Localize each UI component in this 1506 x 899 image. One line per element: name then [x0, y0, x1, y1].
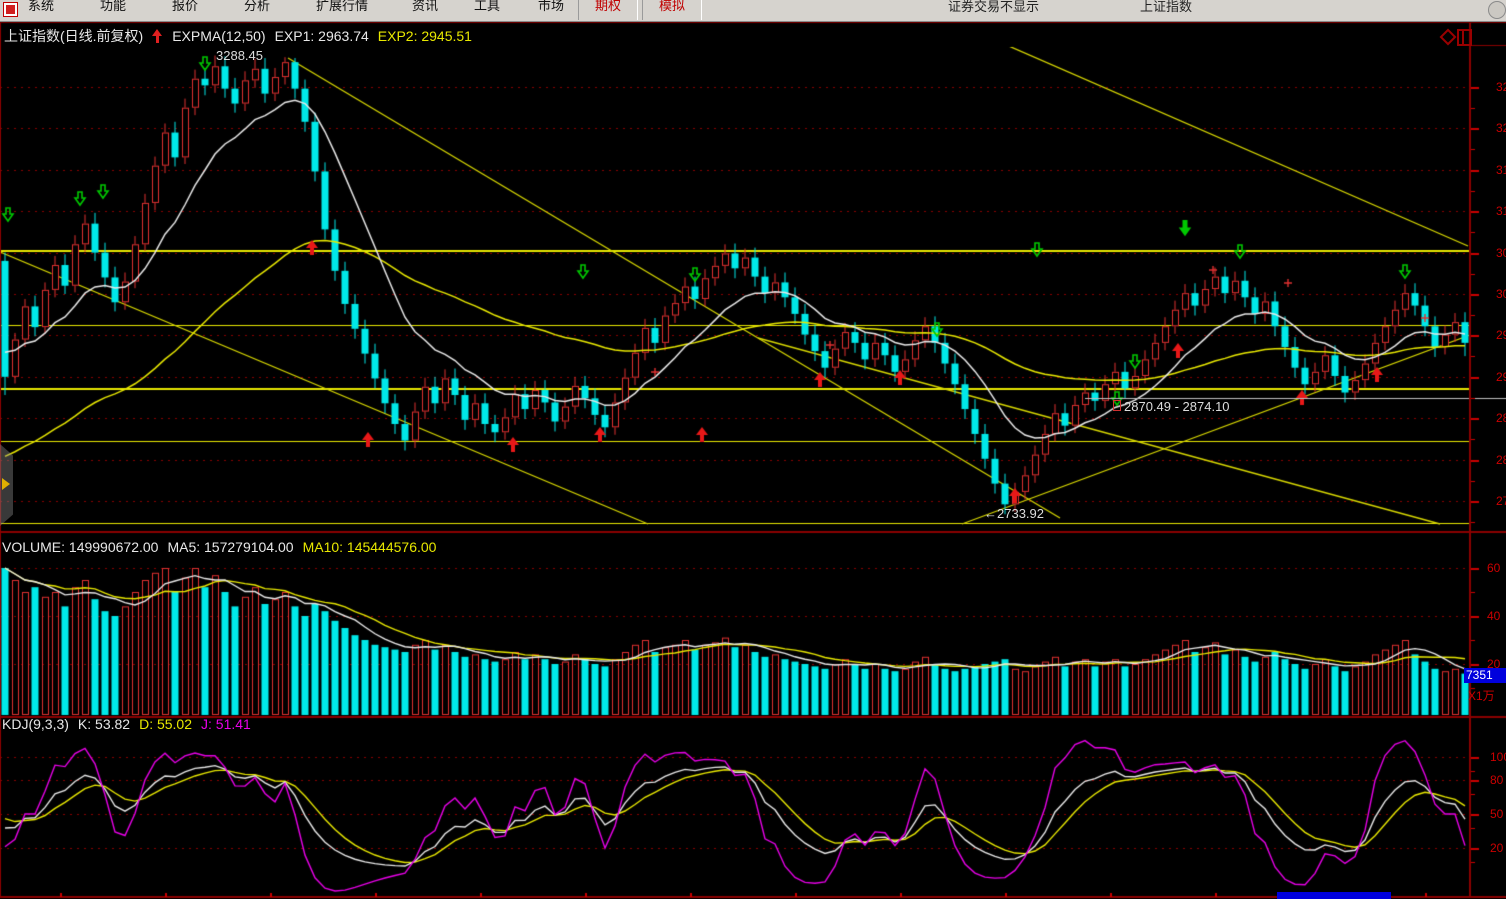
kdj-header: KDJ(9,3,3) K: 53.82 D: 55.02 J: 51.41 — [2, 716, 251, 732]
indicator-name[interactable]: EXPMA(12,50) — [172, 28, 266, 44]
volume-value: VOLUME: 149990672.00 — [2, 539, 159, 555]
y-axis-label: 2900 — [1496, 369, 1506, 384]
menu-item-system[interactable]: 系统 — [28, 0, 55, 13]
volume-ma5: MA5: 157279104.00 — [167, 539, 294, 555]
volume-header: VOLUME: 149990672.00 MA5: 157279104.00 M… — [2, 539, 436, 555]
volume-cursor-badge: 7351 — [1464, 668, 1506, 683]
app-icon — [3, 2, 18, 17]
menu-item-news[interactable]: 资讯 — [412, 0, 439, 13]
peak-price-label: 3288.45 — [216, 48, 263, 63]
y-axis-label: 2950 — [1496, 328, 1506, 343]
main-chart-header: 上证指数(日线.前复权) EXPMA(12,50) EXP1: 2963.74 … — [4, 26, 472, 46]
broker-status-text: 证券交易不显示 — [948, 0, 1040, 14]
exp1-value: EXP1: 2963.74 — [274, 28, 369, 44]
chart-title: 上证指数(日线.前复权) — [4, 28, 144, 44]
y-axis-label: 40 — [1487, 609, 1501, 623]
kdj-name[interactable]: KDJ(9,3,3) — [2, 716, 69, 732]
menu-item-quotes[interactable]: 报价 — [172, 0, 199, 13]
y-axis-label: 2850 — [1496, 411, 1506, 426]
scroll-button[interactable] — [1488, 1, 1506, 19]
kdj-d-value: D: 55.02 — [139, 716, 193, 732]
y-axis-label: 3250 — [1496, 80, 1506, 94]
y-axis-label: 3150 — [1496, 162, 1506, 177]
menu-item-function[interactable]: 功能 — [100, 0, 127, 13]
kdj-k-value: K: 53.82 — [77, 716, 131, 732]
triangle-icon — [2, 478, 10, 490]
red-square-marker — [1113, 400, 1121, 411]
menu-item-market[interactable]: 市场 — [538, 0, 565, 13]
y-axis-label: 50 — [1490, 806, 1504, 821]
y-axis-label: 20 — [1490, 841, 1504, 855]
volume-ma10: MA10: 145444576.00 — [302, 539, 437, 555]
y-axis-label: 20 — [1487, 657, 1501, 671]
y-axis-label: 3050 — [1496, 245, 1506, 260]
y-axis-label: 3000 — [1496, 287, 1506, 301]
low-price-label: ←2733.92 — [984, 506, 1044, 521]
kdj-j-value: J: 51.41 — [201, 716, 251, 732]
y-axis-label: 60 — [1487, 561, 1501, 575]
menu-item-tools[interactable]: 工具 — [474, 0, 501, 13]
menu-item-simulation[interactable]: 模拟 — [642, 0, 702, 20]
menu-item-extended[interactable]: 扩展行情 — [316, 0, 369, 13]
window-mode-icon[interactable] — [1457, 29, 1472, 46]
y-axis-label: 3100 — [1496, 204, 1506, 219]
up-arrow-icon — [152, 29, 163, 43]
y-axis-label: 3200 — [1496, 121, 1506, 136]
window-index-title: 上证指数 — [1140, 0, 1193, 14]
volume-unit-label: X1万 — [1468, 689, 1495, 703]
y-axis-label: 100 — [1490, 750, 1506, 765]
exp2-value: EXP2: 2945.51 — [377, 28, 472, 44]
left-arrow-marker: ← — [984, 506, 997, 521]
range-price-label: 2870.49 - 2874.10 — [1113, 399, 1230, 414]
y-axis-label: 2750 — [1496, 494, 1506, 508]
menu-item-options[interactable]: 期权 — [578, 0, 638, 20]
menu-bar: 系统 功能 报价 分析 扩展行情 资讯 工具 市场 期权 模拟 证券交易不显示 … — [0, 0, 1506, 22]
menu-item-analysis[interactable]: 分析 — [244, 0, 271, 13]
sidebar-expand-handle[interactable] — [0, 444, 13, 526]
date-cursor-badge — [1277, 892, 1391, 899]
y-axis-label: 80 — [1490, 772, 1504, 787]
y-axis-label: 2800 — [1496, 452, 1506, 467]
